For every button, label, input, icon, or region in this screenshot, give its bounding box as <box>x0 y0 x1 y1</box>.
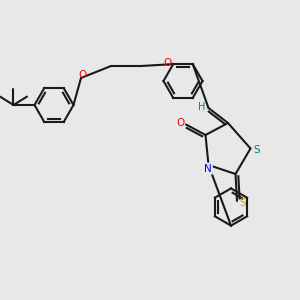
Text: N: N <box>204 164 212 174</box>
Text: S: S <box>253 145 260 155</box>
Text: H: H <box>198 101 206 112</box>
Text: O: O <box>78 70 87 80</box>
Text: O: O <box>164 58 172 68</box>
Text: O: O <box>176 118 185 128</box>
Text: S: S <box>239 197 246 208</box>
